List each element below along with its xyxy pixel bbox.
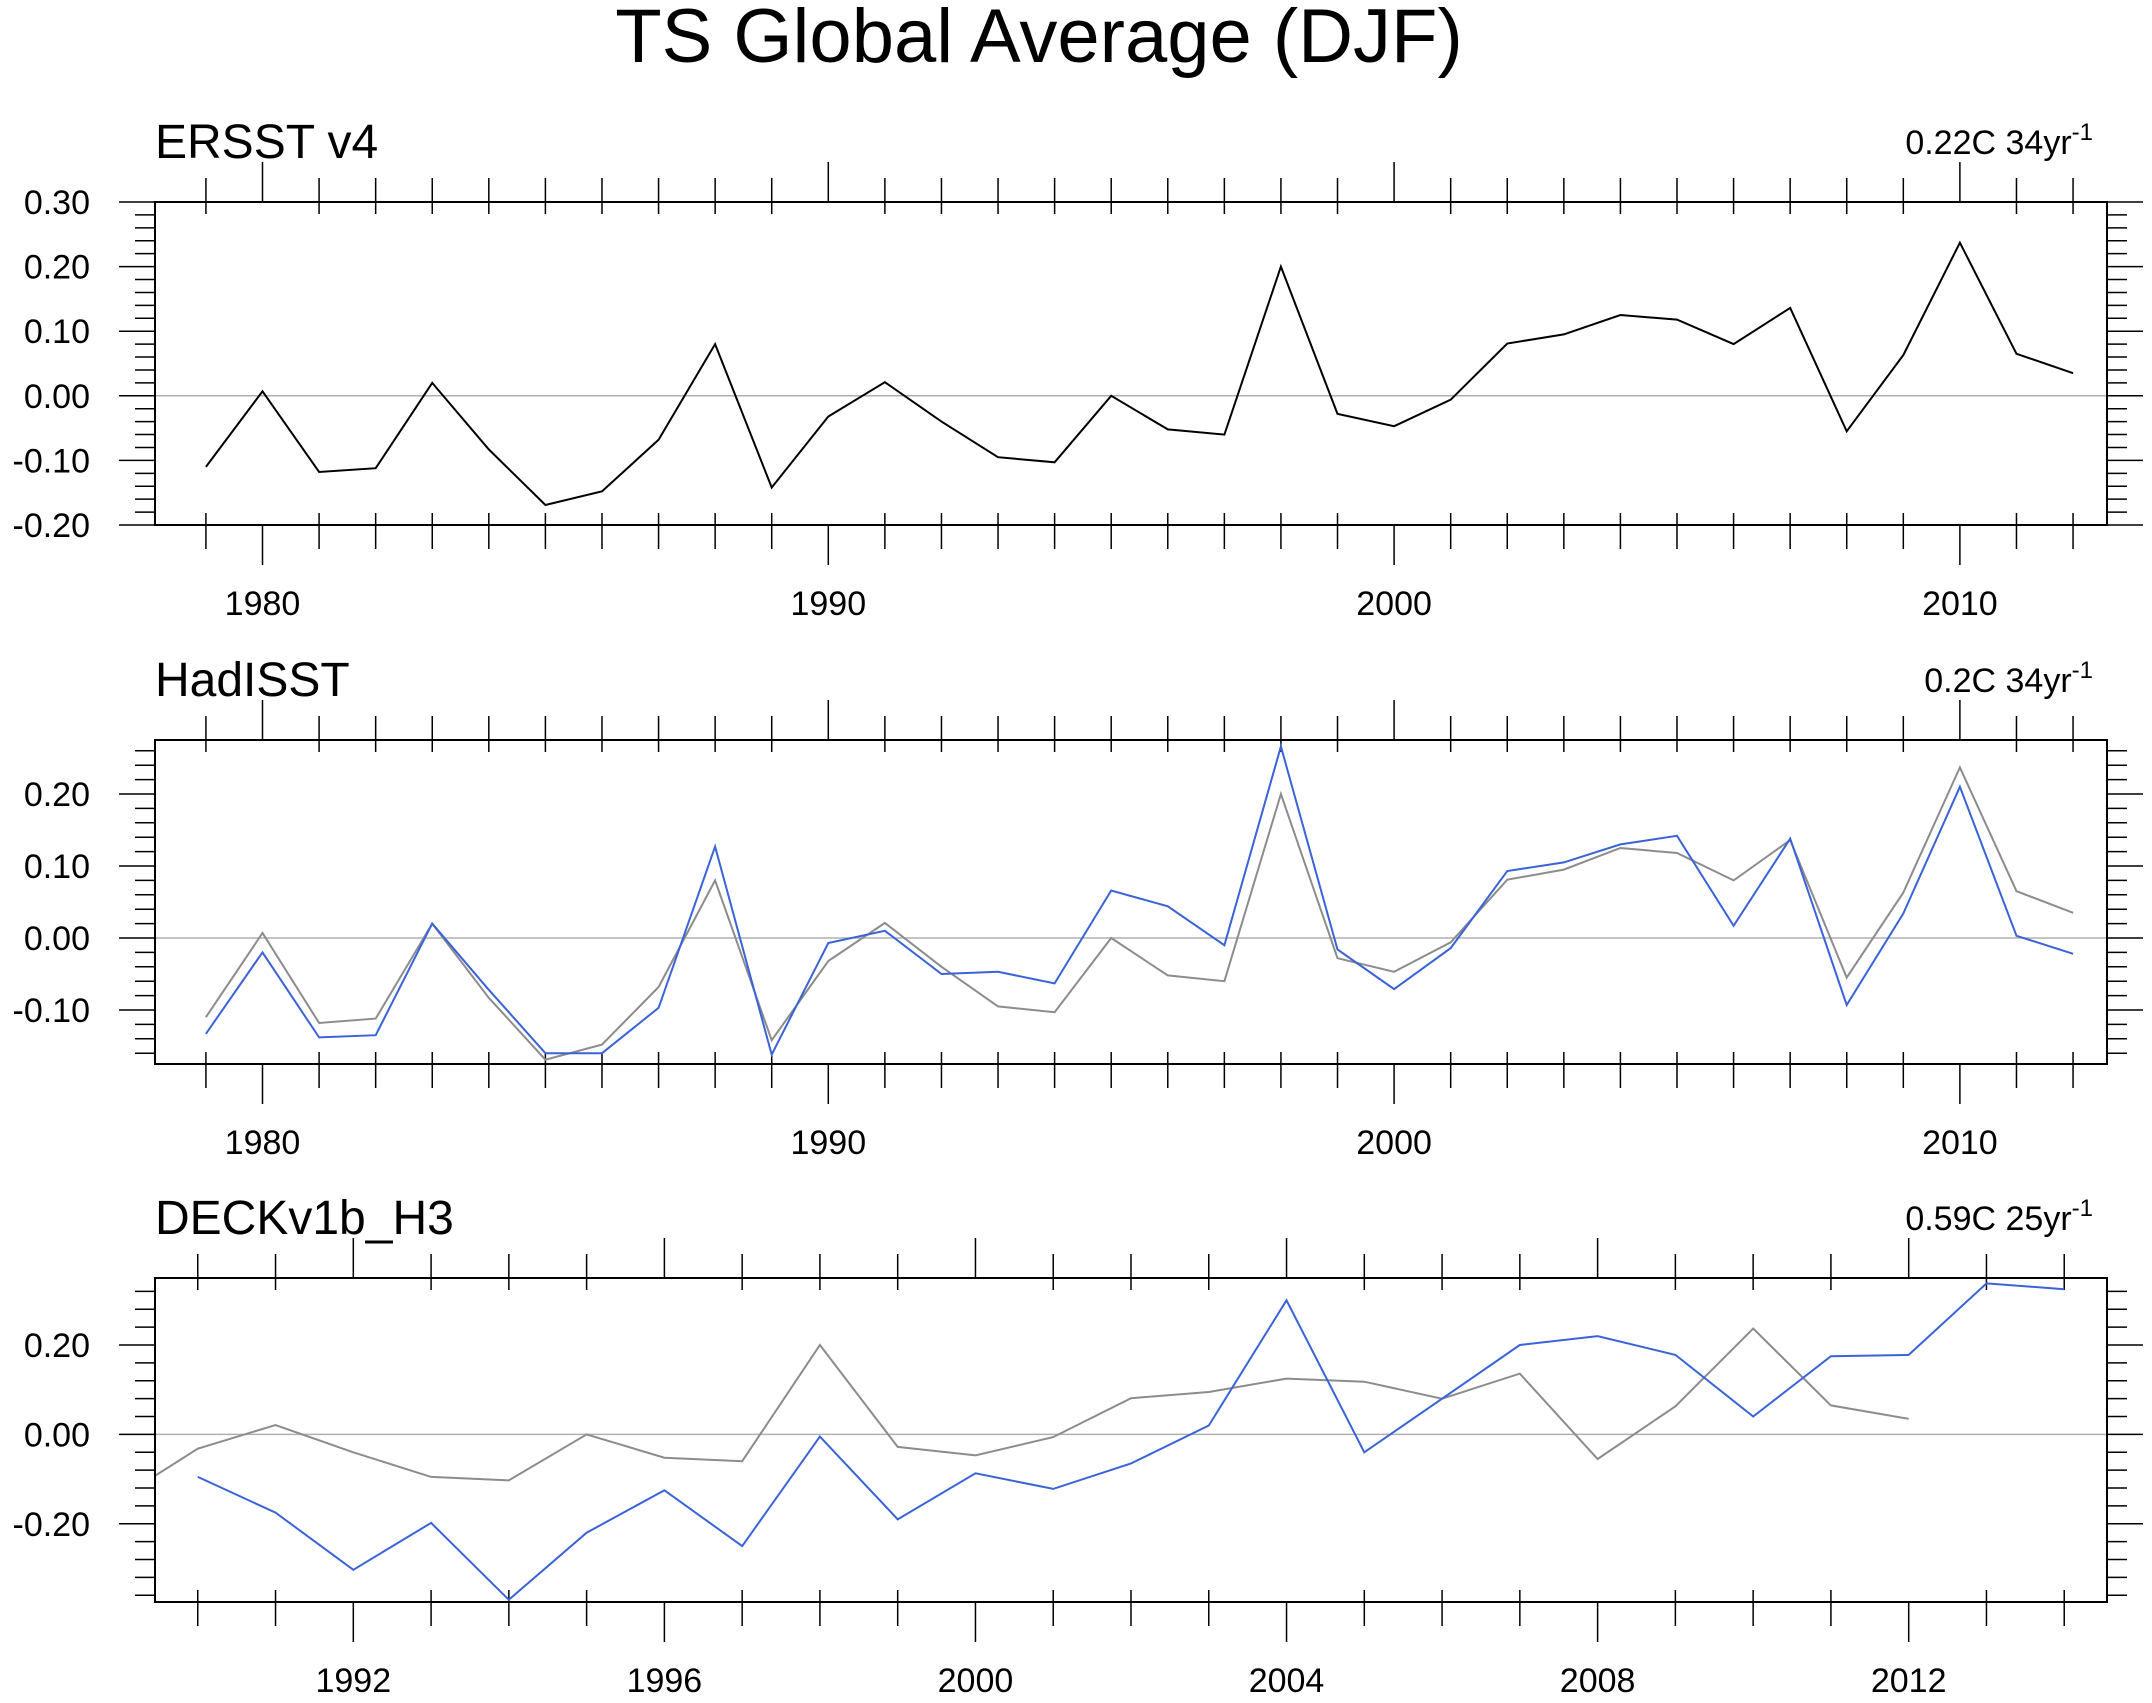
plot-frame [154,201,2108,526]
series-line-ersst-v4 [205,240,2074,507]
x-tick-label: 2012 [1871,1662,1947,1700]
y-tick-label: 0.20 [24,1327,90,1365]
x-tick-label: 1990 [790,1124,866,1162]
series-line-ersst-v4 [155,1327,1909,1482]
panel-2: HadISST 0.2C 34yr-1 1980 1990 2000 2010 -0.10 0… [13,654,2143,1162]
main-title: TS Global Average (DJF) [615,0,1463,79]
panel-1: ERSST v4 0.22C 34yr-1 1980 1990 2000 2010 -0.2… [13,116,2143,623]
trend-annotation: 0.59C 25yr-1 [1905,1195,2093,1238]
x-tick-label: 2010 [1922,1124,1998,1162]
series-line-deckv1b-h3 [197,1282,2065,1602]
panel-title: DECKv1b_H3 [155,1192,454,1245]
series-line-ersst-v4 [205,764,2074,1061]
x-tick-label: 1980 [225,1124,301,1162]
y-tick-label: 0.00 [24,920,90,958]
x-tick-label: 1980 [225,585,301,623]
y-tick-label: 0.20 [24,776,90,814]
trend-exponent: -1 [2072,657,2093,684]
y-tick-label: -0.10 [13,992,91,1030]
trend-annotation: 0.2C 34yr-1 [1924,657,2093,700]
y-tick-label: -0.20 [13,507,91,545]
y-tick-label: 0.30 [24,184,90,222]
y-tick-label: -0.20 [13,1506,91,1544]
plot-frame [154,739,2108,1065]
y-tick-label: 0.20 [24,249,90,287]
trend-value: 0.59C 25yr [1905,1200,2071,1238]
x-tick-label: 1992 [315,1662,391,1700]
x-tick-label: 1996 [627,1662,703,1700]
trend-exponent: -1 [2072,119,2093,146]
x-tick-label: 2010 [1922,585,1998,623]
plot-frame [154,1277,2108,1603]
y-tick-label: -0.10 [13,442,91,480]
panel-title: ERSST v4 [155,116,378,169]
x-tick-label: 2000 [938,1662,1014,1700]
trend-value: 0.22C 34yr [1905,124,2071,162]
x-tick-label: 2000 [1356,585,1432,623]
trend-annotation: 0.22C 34yr-1 [1905,119,2093,162]
y-tick-label: 0.10 [24,313,90,351]
panel-3: DECKv1b_H3 0.59C 25yr-1 1992 1996 2000 2004 20… [13,1192,2143,1700]
y-tick-label: 0.00 [24,1416,90,1454]
trend-exponent: -1 [2072,1195,2093,1222]
x-tick-label: 1990 [790,585,866,623]
series-line-hadisst [205,742,2074,1058]
x-tick-label: 2008 [1560,1662,1636,1700]
trend-value: 0.2C 34yr [1924,662,2071,700]
x-tick-label: 2004 [1249,1662,1325,1700]
y-tick-label: 0.10 [24,848,90,886]
y-tick-label: 0.00 [24,378,90,416]
panel-title: HadISST [155,654,350,707]
x-tick-label: 2000 [1356,1124,1432,1162]
